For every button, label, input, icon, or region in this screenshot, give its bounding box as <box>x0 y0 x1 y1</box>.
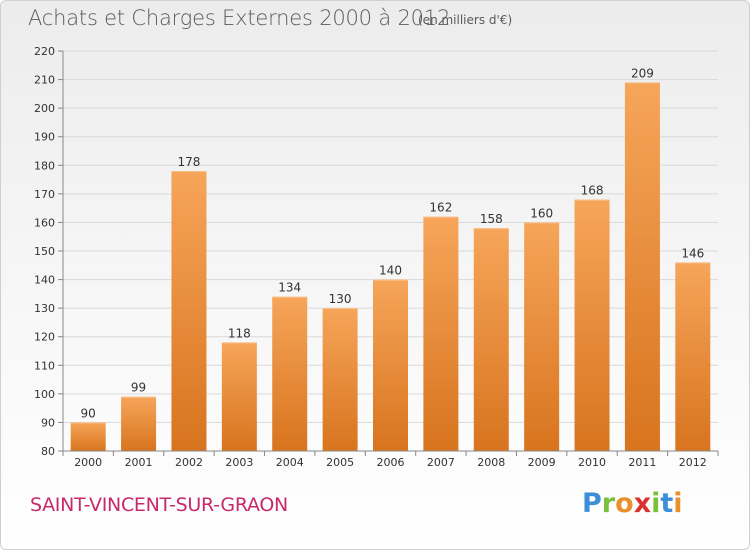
data-label-2009: 160 <box>530 206 553 220</box>
y-tick-label: 100 <box>34 388 55 401</box>
y-tick-label: 120 <box>34 331 55 344</box>
data-label-2012: 146 <box>681 246 704 260</box>
data-label-2005: 130 <box>329 292 352 306</box>
y-tick-label: 220 <box>34 45 55 58</box>
bar-2003 <box>221 342 257 451</box>
logo-letter: t <box>660 488 674 519</box>
bar-2004 <box>272 296 308 451</box>
logo-letter: o <box>615 488 634 519</box>
proxiti-logo[interactable]: Proxiti <box>582 488 683 519</box>
x-tick-label-2012: 2012 <box>679 456 707 469</box>
x-tick-label-2008: 2008 <box>477 456 505 469</box>
data-label-2007: 162 <box>429 201 452 215</box>
data-label-2006: 140 <box>379 264 402 278</box>
bar-2011 <box>624 82 660 451</box>
data-label-2003: 118 <box>228 326 251 340</box>
y-tick-label: 180 <box>34 159 55 172</box>
data-label-2011: 209 <box>631 66 654 80</box>
logo-letter: P <box>582 488 602 519</box>
x-tick-label-2000: 2000 <box>74 456 102 469</box>
bar-2008 <box>473 228 509 451</box>
logo-letter: r <box>601 488 616 519</box>
y-tick-label: 170 <box>34 188 55 201</box>
y-tick-label: 210 <box>34 74 55 87</box>
y-tick-label: 160 <box>34 216 55 229</box>
data-label-2008: 158 <box>480 212 503 226</box>
data-label-2010: 168 <box>581 184 604 198</box>
chart-title: Achats et Charges Externes 2000 à 2012 <box>28 6 451 30</box>
logo-letter: i <box>651 488 661 519</box>
data-label-2000: 90 <box>81 406 96 420</box>
bar-2010 <box>574 199 610 451</box>
x-tick-label-2004: 2004 <box>276 456 304 469</box>
bar-2009 <box>524 222 560 451</box>
data-label-2002: 178 <box>178 155 201 169</box>
y-tick-label: 190 <box>34 131 55 144</box>
x-tick-label-2003: 2003 <box>225 456 253 469</box>
y-tick-label: 130 <box>34 302 55 315</box>
bar-2007 <box>423 216 459 451</box>
bar-2005 <box>322 308 358 451</box>
bar-2012 <box>675 262 711 451</box>
x-tick-label-2009: 2009 <box>528 456 556 469</box>
y-tick-label: 110 <box>34 359 55 372</box>
logo-letter: i <box>673 488 683 519</box>
bar-2002 <box>171 171 207 451</box>
chart-subtitle: (en milliers d'€) <box>418 13 513 27</box>
y-tick-label: 140 <box>34 274 55 287</box>
x-tick-label-2005: 2005 <box>326 456 354 469</box>
data-label-2001: 99 <box>131 381 146 395</box>
y-tick-label: 200 <box>34 102 55 115</box>
bar-2001 <box>121 396 157 451</box>
y-tick-label: 80 <box>41 445 55 458</box>
x-tick-label-2006: 2006 <box>377 456 405 469</box>
x-tick-label-2001: 2001 <box>125 456 153 469</box>
logo-letter: x <box>633 488 652 519</box>
commune-name: SAINT-VINCENT-SUR-GRAON <box>30 494 288 516</box>
bar-2006 <box>373 279 408 451</box>
x-tick-label-2011: 2011 <box>628 456 656 469</box>
x-tick-label-2007: 2007 <box>427 456 455 469</box>
y-tick-label: 150 <box>34 245 55 258</box>
data-label-2004: 134 <box>278 281 301 295</box>
bar-2000 <box>70 422 106 451</box>
x-tick-label-2010: 2010 <box>578 456 606 469</box>
y-tick-label: 90 <box>41 416 55 429</box>
x-tick-label-2002: 2002 <box>175 456 203 469</box>
